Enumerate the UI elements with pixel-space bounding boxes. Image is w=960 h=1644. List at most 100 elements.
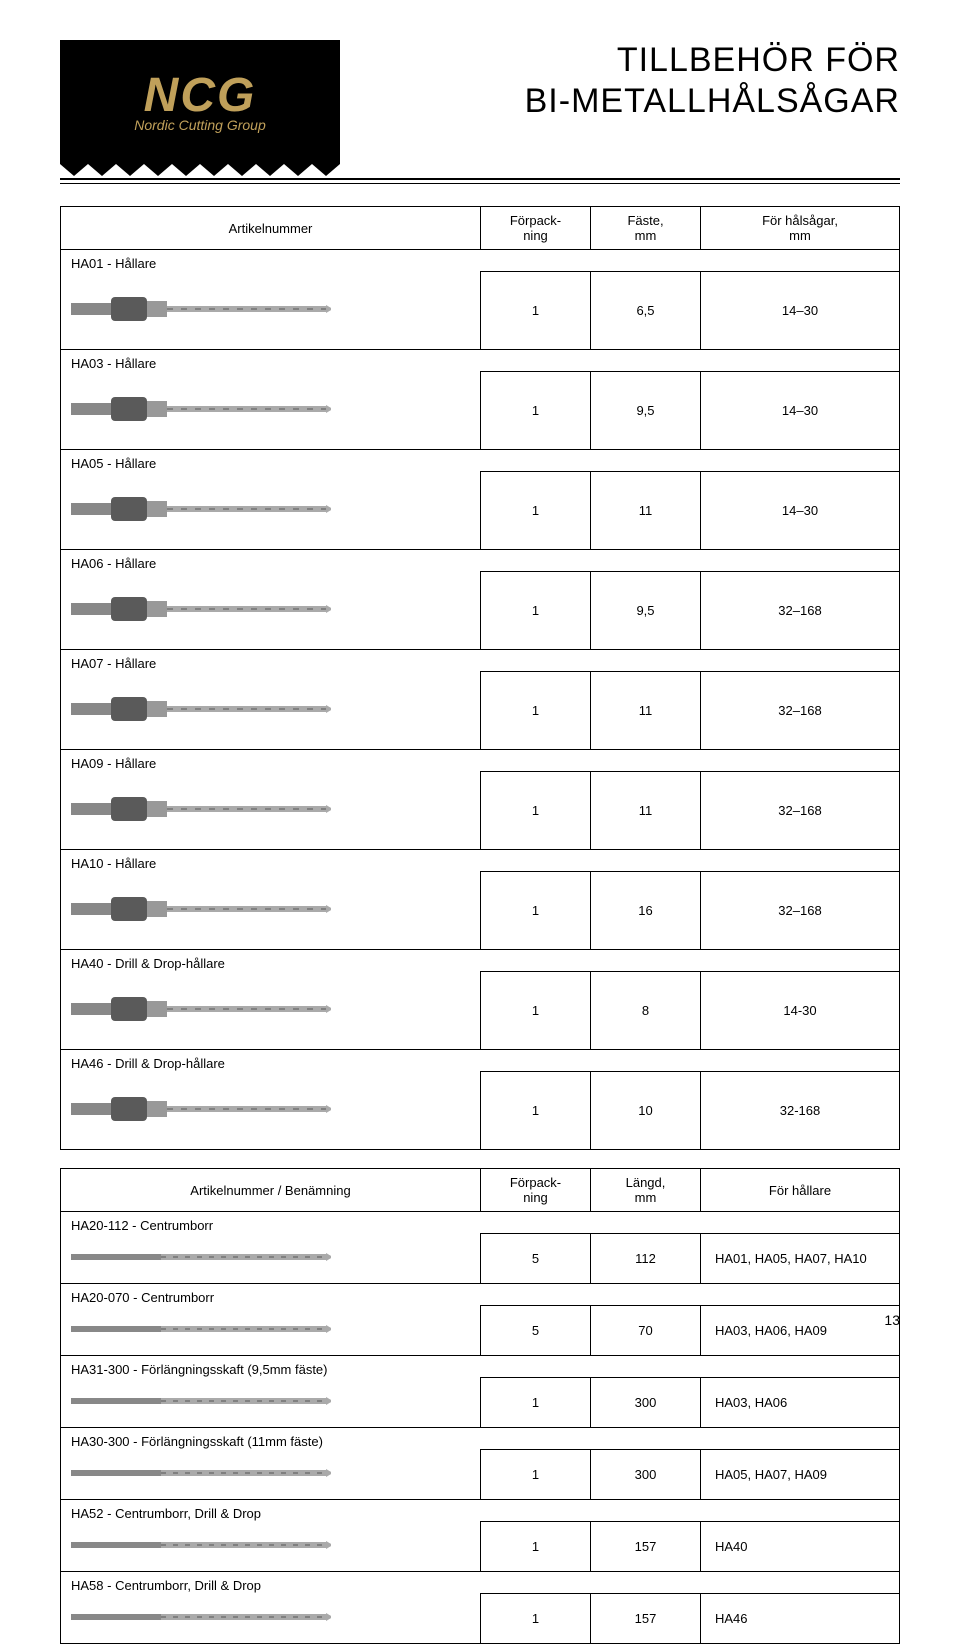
holder-icon — [71, 989, 331, 1029]
logo-sub: Nordic Cutting Group — [134, 117, 266, 133]
page-title: TILLBEHÖR FÖR BI-METALLHÅLSÅGAR — [525, 40, 900, 122]
item-label: HA30-300 - Förlängningsskaft (11mm fäste… — [61, 1428, 900, 1450]
item-mount: 11 — [591, 772, 701, 850]
item-pack: 1 — [481, 472, 591, 550]
header-rule — [60, 178, 900, 184]
item-mount: 8 — [591, 972, 701, 1050]
drill-icon — [71, 1463, 331, 1483]
item-label: HA10 - Hållare — [61, 850, 900, 872]
item-label: HA09 - Hållare — [61, 750, 900, 772]
holder-icon — [71, 289, 331, 329]
item-image-cell — [61, 1072, 481, 1150]
item-label: HA07 - Hållare — [61, 650, 900, 672]
item-label: HA58 - Centrumborr, Drill & Drop — [61, 1572, 900, 1594]
item-label: HA03 - Hållare — [61, 350, 900, 372]
item-label: HA52 - Centrumborr, Drill & Drop — [61, 1500, 900, 1522]
item-image-cell — [61, 472, 481, 550]
item-image-cell — [61, 1450, 481, 1500]
table-row: 1 300 HA05, HA07, HA09 — [61, 1450, 900, 1500]
brand-logo: NCG Nordic Cutting Group — [60, 40, 340, 160]
item-len: 70 — [591, 1306, 701, 1356]
item-range: 32–168 — [701, 772, 900, 850]
item-image-cell — [61, 1594, 481, 1644]
page-header: NCG Nordic Cutting Group TILLBEHÖR FÖR B… — [60, 40, 900, 160]
table-row-label: HA10 - Hållare — [61, 850, 900, 872]
table-row: 1 157 HA40 — [61, 1522, 900, 1572]
item-pack: 1 — [481, 972, 591, 1050]
item-range: 14–30 — [701, 272, 900, 350]
drill-icon — [71, 1319, 331, 1339]
item-pack: 1 — [481, 272, 591, 350]
item-image-cell — [61, 872, 481, 950]
item-mount: 9,5 — [591, 372, 701, 450]
item-pack: 1 — [481, 672, 591, 750]
item-for: HA03, HA06 — [701, 1378, 900, 1428]
holder-icon — [71, 1089, 331, 1129]
item-image-cell — [61, 1522, 481, 1572]
item-mount: 11 — [591, 472, 701, 550]
item-range: 14-30 — [701, 972, 900, 1050]
drill-icon — [71, 1535, 331, 1555]
item-pack: 1 — [481, 372, 591, 450]
item-image-cell — [61, 572, 481, 650]
table-row-label: HA58 - Centrumborr, Drill & Drop — [61, 1572, 900, 1594]
col-pack: Förpack- ning — [481, 207, 591, 250]
item-pack: 1 — [481, 1072, 591, 1150]
table-row-label: HA03 - Hållare — [61, 350, 900, 372]
drill-icon — [71, 1391, 331, 1411]
item-image-cell — [61, 972, 481, 1050]
drill-icon — [71, 1247, 331, 1267]
item-range: 14–30 — [701, 472, 900, 550]
col-for: För hållare — [701, 1169, 900, 1212]
table-row-label: HA20-070 - Centrumborr — [61, 1284, 900, 1306]
item-pack: 5 — [481, 1306, 591, 1356]
title-line-2: BI-METALLHÅLSÅGAR — [525, 81, 900, 122]
item-image-cell — [61, 272, 481, 350]
item-range: 14–30 — [701, 372, 900, 450]
item-label: HA40 - Drill & Drop-hållare — [61, 950, 900, 972]
item-pack: 1 — [481, 572, 591, 650]
item-mount: 11 — [591, 672, 701, 750]
table-row-label: HA46 - Drill & Drop-hållare — [61, 1050, 900, 1072]
table-row-label: HA40 - Drill & Drop-hållare — [61, 950, 900, 972]
item-image-cell — [61, 1306, 481, 1356]
table-row-label: HA20-112 - Centrumborr — [61, 1212, 900, 1234]
item-label: HA31-300 - Förlängningsskaft (9,5mm fäst… — [61, 1356, 900, 1378]
item-pack: 1 — [481, 1594, 591, 1644]
item-range: 32–168 — [701, 572, 900, 650]
table-row-label: HA07 - Hållare — [61, 650, 900, 672]
item-for: HA01, HA05, HA07, HA10 — [701, 1234, 900, 1284]
table-header-row: Artikelnummer Förpack- ning Fäste, mm Fö… — [61, 207, 900, 250]
item-pack: 1 — [481, 1450, 591, 1500]
table-row: 1 8 14-30 — [61, 972, 900, 1050]
table-row: 1 10 32-168 — [61, 1072, 900, 1150]
col-range: För hålsågar, mm — [701, 207, 900, 250]
item-label: HA01 - Hållare — [61, 250, 900, 272]
item-for: HA03, HA06, HA09 — [701, 1306, 900, 1356]
accessories-table: Artikelnummer / Benämning Förpack- ning … — [60, 1168, 900, 1644]
col-pack: Förpack- ning — [481, 1169, 591, 1212]
holder-icon — [71, 589, 331, 629]
item-label: HA20-070 - Centrumborr — [61, 1284, 900, 1306]
item-range: 32–168 — [701, 872, 900, 950]
item-label: HA05 - Hållare — [61, 450, 900, 472]
item-len: 157 — [591, 1522, 701, 1572]
item-image-cell — [61, 772, 481, 850]
item-label: HA46 - Drill & Drop-hållare — [61, 1050, 900, 1072]
table-row-label: HA31-300 - Förlängningsskaft (9,5mm fäst… — [61, 1356, 900, 1378]
item-image-cell — [61, 1378, 481, 1428]
table-row-label: HA01 - Hållare — [61, 250, 900, 272]
item-for: HA46 — [701, 1594, 900, 1644]
item-label: HA20-112 - Centrumborr — [61, 1212, 900, 1234]
holder-icon — [71, 789, 331, 829]
table-row: 1 300 HA03, HA06 — [61, 1378, 900, 1428]
logo-teeth-icon — [60, 160, 340, 176]
item-pack: 1 — [481, 1378, 591, 1428]
item-len: 300 — [591, 1450, 701, 1500]
page-number: 13 — [884, 1312, 900, 1328]
table-row: 1 11 14–30 — [61, 472, 900, 550]
holder-icon — [71, 889, 331, 929]
col-len: Längd, mm — [591, 1169, 701, 1212]
item-range: 32-168 — [701, 1072, 900, 1150]
col-article: Artikelnummer / Benämning — [61, 1169, 481, 1212]
